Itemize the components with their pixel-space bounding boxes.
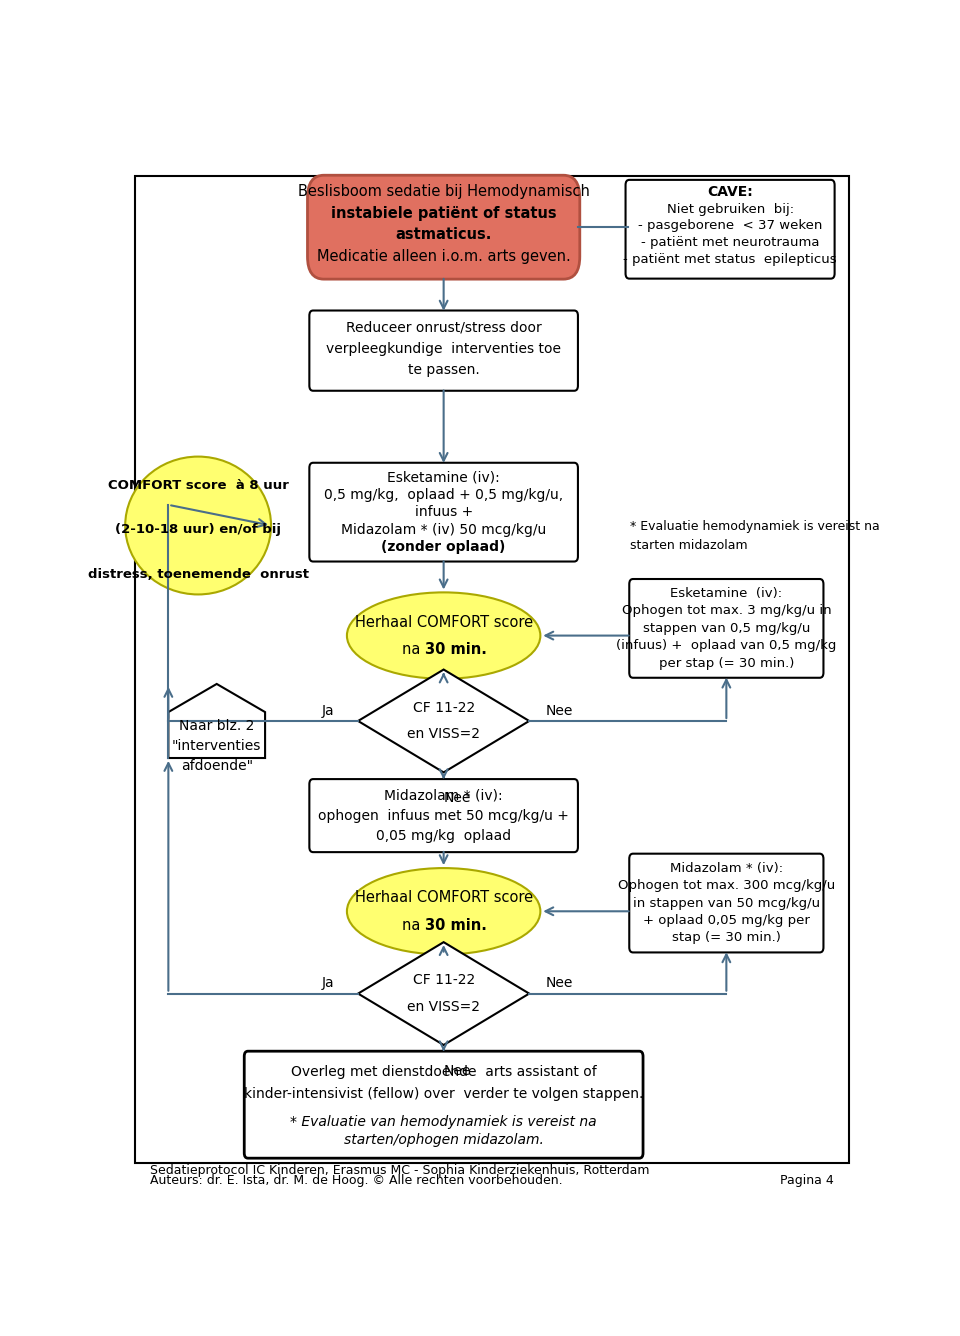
Text: stappen van 0,5 mg/kg/u: stappen van 0,5 mg/kg/u: [642, 621, 810, 635]
Text: (2-10-18 uur) en/of bij: (2-10-18 uur) en/of bij: [115, 524, 281, 537]
Text: na: na: [402, 643, 425, 657]
Text: Herhaal COMFORT score: Herhaal COMFORT score: [354, 615, 533, 629]
Text: * Evaluatie van hemodynamiek is vereist na: * Evaluatie van hemodynamiek is vereist …: [290, 1114, 597, 1129]
Text: en VISS=2: en VISS=2: [407, 727, 480, 741]
Text: 30 min.: 30 min.: [425, 643, 487, 657]
Text: 30 min.: 30 min.: [425, 918, 487, 933]
Text: na: na: [402, 918, 425, 933]
Text: Sedatieprotocol IC Kinderen, Erasmus MC - Sophia Kinderziekenhuis, Rotterdam: Sedatieprotocol IC Kinderen, Erasmus MC …: [150, 1164, 649, 1177]
Text: Nee: Nee: [444, 791, 470, 806]
Text: astmaticus.: astmaticus.: [396, 227, 492, 242]
Text: Esketamine (iv):: Esketamine (iv):: [387, 470, 500, 484]
Text: + oplaad 0,05 mg/kg per: + oplaad 0,05 mg/kg per: [643, 914, 810, 927]
Text: Herhaal COMFORT score: Herhaal COMFORT score: [354, 890, 533, 906]
Text: kinder-intensivist (fellow) over  verder te volgen stappen.: kinder-intensivist (fellow) over verder …: [244, 1086, 643, 1101]
Text: CAVE:: CAVE:: [708, 186, 753, 199]
Text: (infuus) +  oplaad van 0,5 mg/kg: (infuus) + oplaad van 0,5 mg/kg: [616, 640, 836, 652]
Text: afdoende": afdoende": [180, 759, 252, 774]
Text: Beslisboom sedatie bij Hemodynamisch: Beslisboom sedatie bij Hemodynamisch: [298, 184, 589, 199]
Text: Reduceer onrust/stress door: Reduceer onrust/stress door: [346, 321, 541, 334]
Text: starten midazolam: starten midazolam: [630, 538, 747, 552]
Text: starten/ophogen midazolam.: starten/ophogen midazolam.: [344, 1133, 543, 1148]
Text: Midazolam * (iv) 50 mcg/kg/u: Midazolam * (iv) 50 mcg/kg/u: [341, 522, 546, 537]
Polygon shape: [168, 684, 265, 758]
Text: - pasgeborene  < 37 weken: - pasgeborene < 37 weken: [637, 219, 823, 232]
Text: COMFORT score  à 8 uur: COMFORT score à 8 uur: [108, 478, 289, 492]
Text: stap (= 30 min.): stap (= 30 min.): [672, 931, 780, 945]
Text: ophogen  infuus met 50 mcg/kg/u +: ophogen infuus met 50 mcg/kg/u +: [318, 808, 569, 823]
Text: Esketamine  (iv):: Esketamine (iv):: [670, 587, 782, 600]
Text: "interventies: "interventies: [172, 739, 261, 754]
Text: (zonder oplaad): (zonder oplaad): [381, 540, 506, 554]
Text: instabiele patiënt of status: instabiele patiënt of status: [331, 206, 557, 220]
Text: Medicatie alleen i.o.m. arts geven.: Medicatie alleen i.o.m. arts geven.: [317, 248, 570, 265]
Text: Nee: Nee: [545, 704, 573, 717]
Text: infuus +: infuus +: [415, 505, 472, 520]
FancyBboxPatch shape: [629, 578, 824, 677]
Text: Overleg met dienstdoende  arts assistant of: Overleg met dienstdoende arts assistant …: [291, 1065, 596, 1079]
Text: Nee: Nee: [545, 977, 573, 990]
FancyBboxPatch shape: [629, 854, 824, 953]
Text: te passen.: te passen.: [408, 362, 479, 377]
Text: Ophogen tot max. 300 mcg/kg/u: Ophogen tot max. 300 mcg/kg/u: [617, 879, 835, 892]
FancyBboxPatch shape: [309, 779, 578, 852]
Text: Niet gebruiken  bij:: Niet gebruiken bij:: [666, 203, 794, 215]
FancyBboxPatch shape: [307, 175, 580, 279]
Text: Nee: Nee: [444, 1063, 470, 1078]
Text: Pagina 4: Pagina 4: [780, 1174, 834, 1188]
Text: Naar blz. 2: Naar blz. 2: [179, 719, 254, 733]
Text: Midazolam * (iv):: Midazolam * (iv):: [384, 788, 503, 803]
FancyBboxPatch shape: [309, 310, 578, 390]
Text: per stap (= 30 min.): per stap (= 30 min.): [659, 657, 794, 669]
Text: distress, toenemende  onrust: distress, toenemende onrust: [87, 568, 308, 581]
Text: Ja: Ja: [322, 704, 335, 717]
Text: Ophogen tot max. 3 mg/kg/u in: Ophogen tot max. 3 mg/kg/u in: [621, 604, 831, 617]
Polygon shape: [358, 942, 529, 1045]
Polygon shape: [358, 669, 529, 772]
Text: in stappen van 50 mcg/kg/u: in stappen van 50 mcg/kg/u: [633, 896, 820, 910]
Text: Midazolam * (iv):: Midazolam * (iv):: [670, 862, 783, 875]
Text: 0,5 mg/kg,  oplaad + 0,5 mg/kg/u,: 0,5 mg/kg, oplaad + 0,5 mg/kg/u,: [324, 488, 564, 502]
Ellipse shape: [347, 868, 540, 954]
Text: CF 11-22: CF 11-22: [413, 973, 475, 987]
Text: Ja: Ja: [322, 977, 335, 990]
FancyBboxPatch shape: [309, 462, 578, 561]
Text: - patiënt met neurotrauma: - patiënt met neurotrauma: [641, 236, 819, 250]
Ellipse shape: [347, 592, 540, 679]
Text: - patiënt met status  epilepticus: - patiënt met status epilepticus: [623, 253, 837, 266]
Text: verpleegkundige  interventies toe: verpleegkundige interventies toe: [326, 342, 562, 355]
Text: 0,05 mg/kg  oplaad: 0,05 mg/kg oplaad: [376, 828, 512, 843]
Ellipse shape: [125, 457, 271, 595]
Text: * Evaluatie hemodynamiek is vereist na: * Evaluatie hemodynamiek is vereist na: [630, 520, 879, 533]
FancyBboxPatch shape: [626, 180, 834, 279]
Text: Auteurs: dr. E. Ista, dr. M. de Hoog. © Alle rechten voorbehouden.: Auteurs: dr. E. Ista, dr. M. de Hoog. © …: [150, 1174, 563, 1188]
Text: en VISS=2: en VISS=2: [407, 999, 480, 1014]
FancyBboxPatch shape: [244, 1051, 643, 1158]
Text: CF 11-22: CF 11-22: [413, 700, 475, 715]
